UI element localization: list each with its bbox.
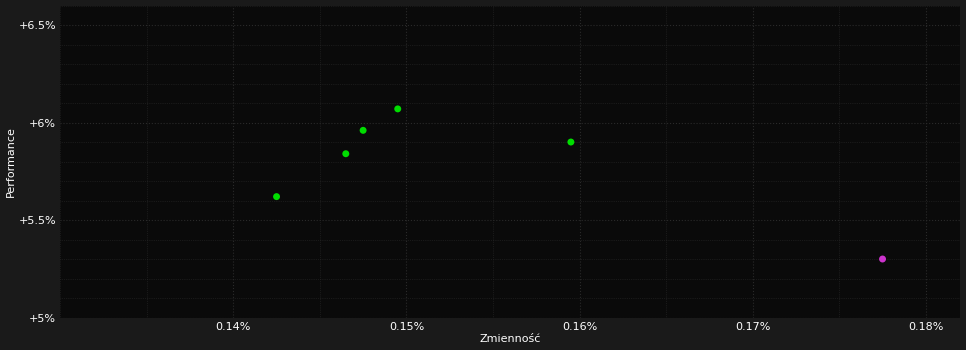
Point bbox=[269, 194, 284, 199]
Point bbox=[875, 256, 891, 262]
Y-axis label: Performance: Performance bbox=[6, 126, 15, 197]
Point bbox=[390, 106, 406, 112]
X-axis label: Zmienność: Zmienność bbox=[479, 335, 541, 344]
Point bbox=[338, 151, 354, 156]
Point bbox=[355, 127, 371, 133]
Point bbox=[563, 139, 579, 145]
